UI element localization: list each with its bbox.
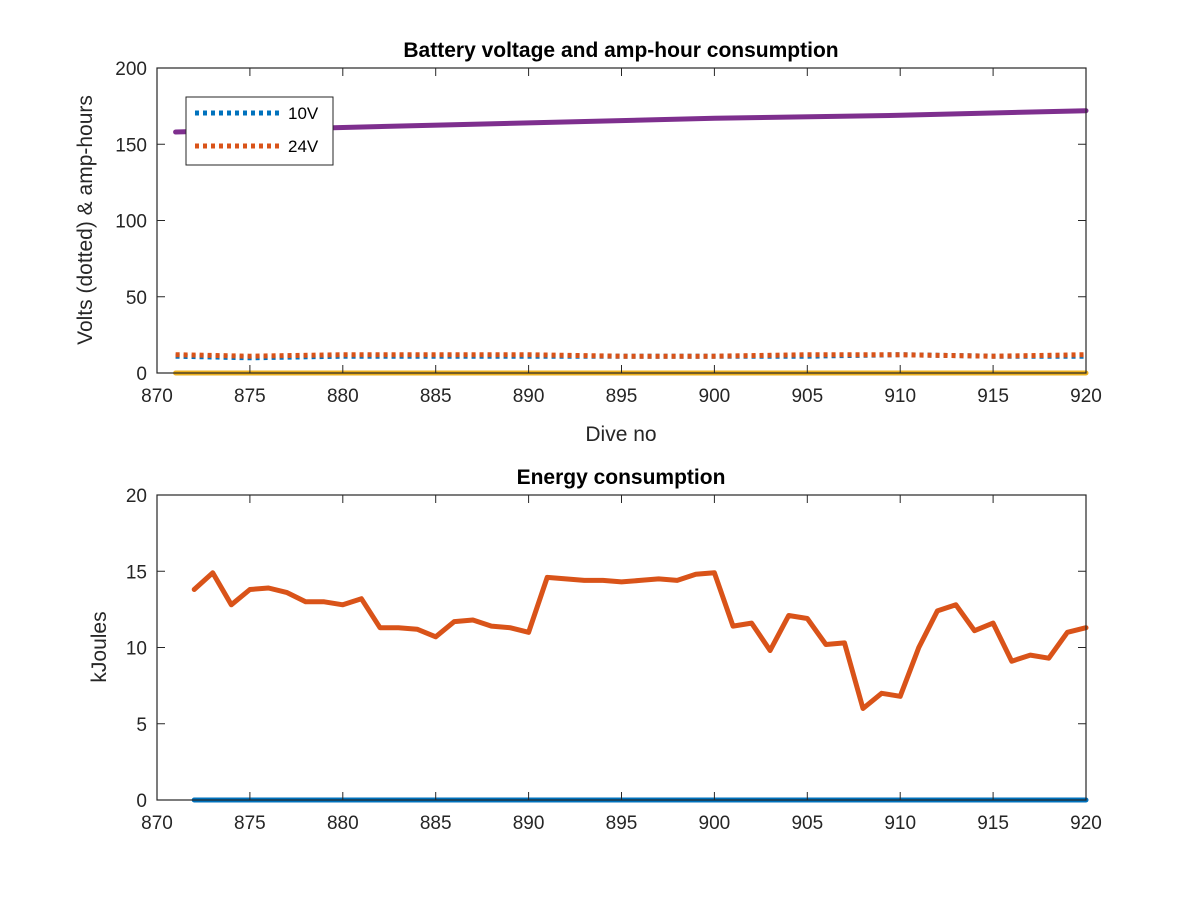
legend-box — [185, 96, 334, 166]
y-tick-label: 200 — [115, 59, 147, 80]
series-line-24v — [175, 352, 1087, 359]
x-axis-label: Dive no — [585, 423, 656, 446]
y-tick-label: 10 — [126, 639, 147, 660]
x-tick-label: 890 — [513, 813, 545, 834]
y-axis-label: Volts (dotted) & amp-hours — [74, 95, 97, 345]
y-tick-label: 50 — [126, 288, 147, 309]
x-tick-label: 875 — [234, 386, 266, 407]
x-tick-label: 920 — [1070, 813, 1102, 834]
x-tick-label: 900 — [699, 813, 731, 834]
x-tick-label: 905 — [791, 813, 823, 834]
x-tick-label: 905 — [791, 386, 823, 407]
x-tick-label: 915 — [977, 386, 1009, 407]
legend-label-10v: 10V — [288, 104, 319, 123]
chart-title: Energy consumption — [517, 466, 726, 489]
y-tick-label: 15 — [126, 562, 147, 583]
chart-title: Battery voltage and amp-hour consumption — [403, 39, 838, 62]
y-tick-label: 0 — [136, 791, 147, 812]
x-tick-label: 870 — [141, 813, 173, 834]
x-tick-label: 880 — [327, 386, 359, 407]
x-tick-label: 880 — [327, 813, 359, 834]
x-tick-label: 920 — [1070, 386, 1102, 407]
plot-area — [157, 495, 1086, 800]
y-tick-label: 5 — [136, 715, 147, 736]
x-tick-label: 885 — [420, 813, 452, 834]
voltage-chart: 870 875 880 885 890 895 900 905 910 915 920 0 50 100 1… — [74, 39, 1102, 446]
x-tick-label: 910 — [884, 386, 916, 407]
y-tick-label: 0 — [136, 364, 147, 385]
series-line-1 — [191, 570, 1089, 711]
legend-label-24v: 24V — [288, 137, 319, 156]
y-tick-label: 100 — [115, 212, 147, 233]
x-tick-label: 890 — [513, 386, 545, 407]
y-tick-label: 20 — [126, 486, 147, 507]
y-axis-label: kJoules — [88, 611, 111, 682]
x-tick-label: 895 — [606, 813, 638, 834]
x-tick-label: 895 — [606, 386, 638, 407]
x-tick-label: 885 — [420, 386, 452, 407]
legend: 10V 24V — [185, 96, 334, 166]
x-tick-label: 870 — [141, 386, 173, 407]
x-tick-label: 915 — [977, 813, 1009, 834]
x-tick-label: 875 — [234, 813, 266, 834]
x-tick-label: 910 — [884, 813, 916, 834]
energy-chart: 870 875 880 885 890 895 900 905 910 915 920 0 5 10 15 2… — [88, 466, 1102, 834]
x-tick-label: 900 — [699, 386, 731, 407]
y-tick-label: 150 — [115, 135, 147, 156]
